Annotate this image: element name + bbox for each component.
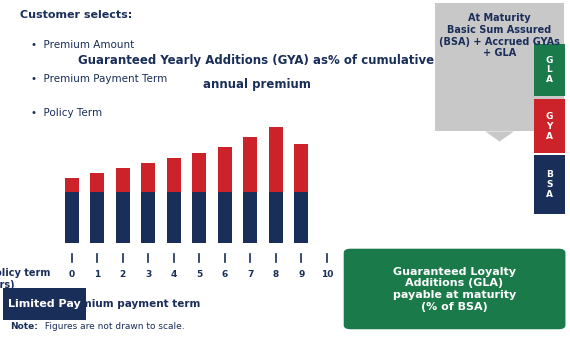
Bar bbox=[295, 192, 308, 243]
Text: G
Y
A: G Y A bbox=[545, 112, 553, 141]
Bar bbox=[65, 178, 79, 192]
Bar bbox=[116, 168, 130, 192]
Text: 6: 6 bbox=[222, 270, 228, 279]
Bar bbox=[141, 163, 155, 192]
Bar bbox=[192, 192, 206, 243]
Bar bbox=[243, 137, 258, 192]
Text: 7: 7 bbox=[247, 270, 254, 279]
Text: Guaranteed Loyalty
Additions (GLA)
payable at maturity
(% of BSA): Guaranteed Loyalty Additions (GLA) payab… bbox=[393, 267, 516, 311]
Text: 11: 11 bbox=[347, 270, 359, 279]
Text: 3: 3 bbox=[145, 270, 152, 279]
Bar bbox=[141, 192, 155, 243]
Text: Guaranteed Yearly Additions (GYA) as% of cumulative: Guaranteed Yearly Additions (GYA) as% of… bbox=[79, 54, 434, 67]
Text: 0: 0 bbox=[68, 270, 75, 279]
Text: 9: 9 bbox=[298, 270, 304, 279]
Text: •  Policy Term: • Policy Term bbox=[31, 108, 103, 118]
Text: •  Premium Payment Term: • Premium Payment Term bbox=[31, 74, 168, 84]
Text: G
L
A: G L A bbox=[545, 56, 553, 84]
Text: At Maturity
Basic Sum Assured
(BSA) + Accrued GYAs
+ GLA: At Maturity Basic Sum Assured (BSA) + Ac… bbox=[439, 13, 560, 58]
Bar bbox=[269, 127, 283, 192]
Bar bbox=[90, 192, 104, 243]
Text: Figures are not drawn to scale.: Figures are not drawn to scale. bbox=[42, 322, 184, 331]
Bar bbox=[65, 192, 79, 243]
Text: Premium payment term: Premium payment term bbox=[61, 299, 200, 309]
Text: 1: 1 bbox=[94, 270, 100, 279]
Bar bbox=[218, 147, 232, 192]
Text: annual premium: annual premium bbox=[202, 78, 311, 91]
Bar bbox=[295, 144, 308, 192]
Bar bbox=[192, 153, 206, 192]
Text: Limited Pay: Limited Pay bbox=[7, 299, 80, 309]
Text: 5: 5 bbox=[196, 270, 202, 279]
Text: 2: 2 bbox=[120, 270, 126, 279]
Text: Policy term
(Yrs): Policy term (Yrs) bbox=[0, 268, 50, 289]
Bar bbox=[243, 192, 258, 243]
Bar bbox=[116, 192, 130, 243]
Text: 4: 4 bbox=[170, 270, 177, 279]
Text: 8: 8 bbox=[273, 270, 279, 279]
Text: 13: 13 bbox=[397, 270, 410, 279]
Bar bbox=[167, 192, 181, 243]
Bar bbox=[90, 173, 104, 192]
Text: Note:: Note: bbox=[10, 322, 38, 331]
Bar bbox=[218, 192, 232, 243]
Text: Customer selects:: Customer selects: bbox=[20, 10, 132, 20]
Text: 15: 15 bbox=[449, 270, 461, 279]
Text: B
S
A: B S A bbox=[545, 170, 553, 199]
Text: •  Premium Amount: • Premium Amount bbox=[31, 40, 135, 51]
Text: 10: 10 bbox=[321, 270, 333, 279]
Bar bbox=[269, 192, 283, 243]
Text: 12: 12 bbox=[372, 270, 384, 279]
Text: 14: 14 bbox=[423, 270, 435, 279]
Bar bbox=[167, 158, 181, 192]
